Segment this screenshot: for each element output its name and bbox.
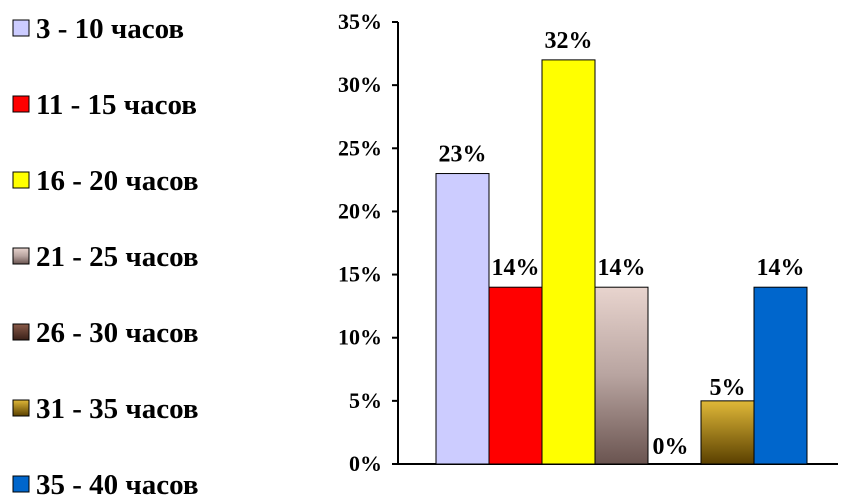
- bars: [435, 59, 808, 465]
- data-labels: 23% 14% 32% 14% 0% 5% 14%: [439, 28, 805, 460]
- y-axis: 0% 5% 10% 15% 20% 25% 30% 35%: [338, 9, 838, 476]
- y-tick-label: 30%: [338, 72, 382, 97]
- legend-label: 3 - 10 часов: [36, 13, 184, 45]
- bar-21-25часов: [594, 286, 649, 465]
- data-label: 14%: [492, 255, 540, 281]
- data-label: 5%: [710, 375, 746, 401]
- legend: 3 - 10 часов 11 - 15 часов 16 - 20 часов 21…: [12, 13, 199, 498]
- legend-label: 35 - 40 часов: [36, 469, 199, 498]
- data-label: 23%: [439, 142, 487, 168]
- bar-11-15часов: [488, 286, 543, 465]
- legend-swatch: [12, 475, 30, 493]
- data-label: 14%: [598, 255, 646, 281]
- y-tick-label: 20%: [338, 198, 382, 223]
- legend-label: 11 - 15 часов: [36, 89, 197, 121]
- y-tick-label: 15%: [338, 262, 382, 287]
- bar-3-10часов: [435, 173, 490, 465]
- y-tick-label: 35%: [338, 9, 382, 34]
- legend-swatch: [12, 19, 30, 37]
- legend-swatch: [12, 323, 30, 341]
- y-tick-label: 0%: [349, 451, 382, 476]
- data-label: 32%: [545, 28, 593, 54]
- legend-label: 21 - 25 часов: [36, 241, 199, 273]
- bar-31-35часов: [700, 400, 755, 465]
- legend-label: 16 - 20 часов: [36, 165, 199, 197]
- bar-35-40часов: [753, 286, 808, 465]
- legend-swatch: [12, 399, 30, 417]
- y-tick-label: 5%: [349, 388, 382, 413]
- legend-swatch: [12, 247, 30, 265]
- y-tick-label: 10%: [338, 325, 382, 350]
- legend-label: 26 - 30 часов: [36, 317, 199, 349]
- data-label: 14%: [757, 255, 805, 281]
- data-label: 0%: [653, 434, 689, 460]
- legend-swatch: [12, 95, 30, 113]
- legend-label: 31 - 35 часов: [36, 393, 199, 425]
- bar-16-20часов: [541, 59, 596, 465]
- y-tick-label: 25%: [338, 135, 382, 160]
- legend-swatch: [12, 171, 30, 189]
